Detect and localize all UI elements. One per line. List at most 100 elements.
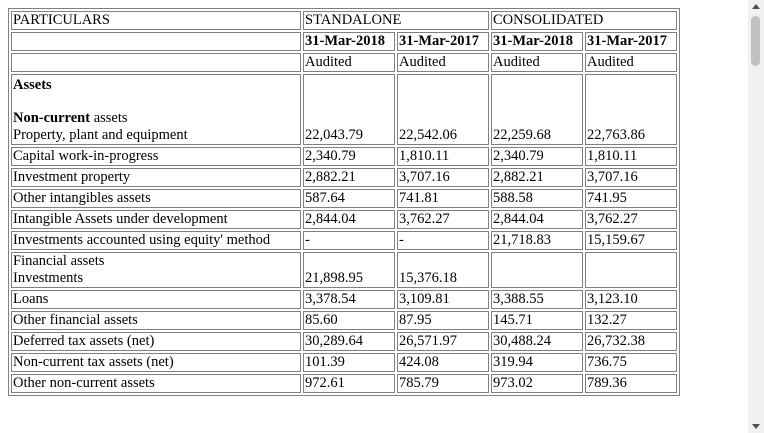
value-cell: 15,376.18 xyxy=(397,252,489,288)
value-cell: 2,340.79 xyxy=(491,147,583,166)
scroll-up-arrow-icon[interactable] xyxy=(752,4,760,9)
value-cell: - xyxy=(303,231,395,250)
table-row: Investment property 2,882.21 3,707.16 2,… xyxy=(11,168,677,187)
value-cell: 22,259.68 xyxy=(491,74,583,145)
value-cell: 1,810.11 xyxy=(585,147,677,166)
audited-label: Audited xyxy=(585,53,677,72)
scroll-down-arrow-icon[interactable] xyxy=(752,424,760,429)
value-cell: 22,043.79 xyxy=(303,74,395,145)
value-cell: 85.60 xyxy=(303,311,395,330)
value-cell: 21,898.95 xyxy=(303,252,395,288)
row-label: Other intangibles assets xyxy=(11,189,301,208)
assets-heading: Assets xyxy=(13,77,52,93)
table-row: Capital work-in-progress 2,340.79 1,810.… xyxy=(11,147,677,166)
value-cell: 736.75 xyxy=(585,353,677,372)
value-cell xyxy=(491,252,583,288)
audited-label: Audited xyxy=(397,53,489,72)
standalone-header: STANDALONE xyxy=(303,11,489,30)
header-row-dates: 31-Mar-2018 31-Mar-2017 31-Mar-2018 31-M… xyxy=(11,32,677,51)
value-cell: 741.95 xyxy=(585,189,677,208)
noncurrent-bold-text: Non-current xyxy=(13,110,91,126)
consolidated-header: CONSOLIDATED xyxy=(491,11,677,30)
value-cell: 3,378.54 xyxy=(303,290,395,309)
table-row: Other financial assets 85.60 87.95 145.7… xyxy=(11,311,677,330)
value-cell: 21,718.83 xyxy=(491,231,583,250)
value-cell: 1,810.11 xyxy=(397,147,489,166)
value-cell: 2,882.21 xyxy=(491,168,583,187)
value-cell: 3,762.27 xyxy=(585,210,677,229)
value-cell: 145.71 xyxy=(491,311,583,330)
table-row: Other non-current assets 972.61 785.79 9… xyxy=(11,374,677,393)
date-header: 31-Mar-2018 xyxy=(491,32,583,51)
row-label-cell: Assets Non-current assets Property, plan… xyxy=(11,74,301,145)
row-label: Loans xyxy=(11,290,301,309)
value-cell: 2,844.04 xyxy=(491,210,583,229)
table-row: Loans 3,378.54 3,109.81 3,388.55 3,123.1… xyxy=(11,290,677,309)
empty-cell xyxy=(11,32,301,51)
value-cell: 132.27 xyxy=(585,311,677,330)
value-cell: 973.02 xyxy=(491,374,583,393)
row-label: Deferred tax assets (net) xyxy=(11,332,301,351)
row-label: Intangible Assets under development xyxy=(11,210,301,229)
audited-label: Audited xyxy=(303,53,395,72)
value-cell: 2,882.21 xyxy=(303,168,395,187)
value-cell: 15,159.67 xyxy=(585,231,677,250)
value-cell: 789.36 xyxy=(585,374,677,393)
value-cell: 22,542.06 xyxy=(397,74,489,145)
value-cell: 3,123.10 xyxy=(585,290,677,309)
date-header: 31-Mar-2017 xyxy=(397,32,489,51)
row-label: Investments xyxy=(13,270,84,286)
value-cell: 101.39 xyxy=(303,353,395,372)
date-header: 31-Mar-2017 xyxy=(585,32,677,51)
row-label: Non-current tax assets (net) xyxy=(11,353,301,372)
table-row: Investments accounted using equity' meth… xyxy=(11,231,677,250)
table-row: Assets Non-current assets Property, plan… xyxy=(11,74,677,145)
row-label: Capital work-in-progress xyxy=(11,147,301,166)
value-cell: 588.58 xyxy=(491,189,583,208)
date-header: 31-Mar-2018 xyxy=(303,32,395,51)
scrollbar-thumb[interactable] xyxy=(751,16,760,66)
value-cell: 972.61 xyxy=(303,374,395,393)
value-cell: 587.64 xyxy=(303,189,395,208)
value-cell: 2,844.04 xyxy=(303,210,395,229)
row-label-cell: Financial assets Investments xyxy=(11,252,301,288)
value-cell: 26,571.97 xyxy=(397,332,489,351)
value-cell: 87.95 xyxy=(397,311,489,330)
header-row-audited: Audited Audited Audited Audited xyxy=(11,53,677,72)
value-cell: 22,763.86 xyxy=(585,74,677,145)
row-label: Other financial assets xyxy=(11,311,301,330)
header-row-1: PARTICULARS STANDALONE CONSOLIDATED xyxy=(11,11,677,30)
particulars-header: PARTICULARS xyxy=(11,11,301,30)
value-cell: 785.79 xyxy=(397,374,489,393)
financial-results-table: PARTICULARS STANDALONE CONSOLIDATED 31-M… xyxy=(8,8,680,396)
value-cell: 26,732.38 xyxy=(585,332,677,351)
value-cell: 424.08 xyxy=(397,353,489,372)
noncurrent-assets-heading: Non-current assets xyxy=(13,110,299,127)
noncurrent-rest-text: assets xyxy=(90,110,128,126)
row-label: Investments accounted using equity' meth… xyxy=(11,231,301,250)
document-viewport: PARTICULARS STANDALONE CONSOLIDATED 31-M… xyxy=(8,8,680,396)
table-row: Other intangibles assets 587.64 741.81 5… xyxy=(11,189,677,208)
value-cell: 741.81 xyxy=(397,189,489,208)
table-row: Deferred tax assets (net) 30,289.64 26,5… xyxy=(11,332,677,351)
value-cell: 3,707.16 xyxy=(397,168,489,187)
value-cell: 3,388.55 xyxy=(491,290,583,309)
empty-cell xyxy=(11,53,301,72)
value-cell xyxy=(585,252,677,288)
financial-assets-heading: Financial assets xyxy=(13,253,105,269)
row-label: Other non-current assets xyxy=(11,374,301,393)
value-cell: 2,340.79 xyxy=(303,147,395,166)
table-row: Non-current tax assets (net) 101.39 424.… xyxy=(11,353,677,372)
audited-label: Audited xyxy=(491,53,583,72)
value-cell: - xyxy=(397,231,489,250)
value-cell: 30,488.24 xyxy=(491,332,583,351)
value-cell: 3,762.27 xyxy=(397,210,489,229)
table-row: Intangible Assets under development 2,84… xyxy=(11,210,677,229)
table-row: Financial assets Investments 21,898.95 1… xyxy=(11,252,677,288)
value-cell: 3,707.16 xyxy=(585,168,677,187)
row-label: Investment property xyxy=(11,168,301,187)
value-cell: 30,289.64 xyxy=(303,332,395,351)
value-cell: 319.94 xyxy=(491,353,583,372)
vertical-scrollbar[interactable] xyxy=(748,0,764,433)
value-cell: 3,109.81 xyxy=(397,290,489,309)
